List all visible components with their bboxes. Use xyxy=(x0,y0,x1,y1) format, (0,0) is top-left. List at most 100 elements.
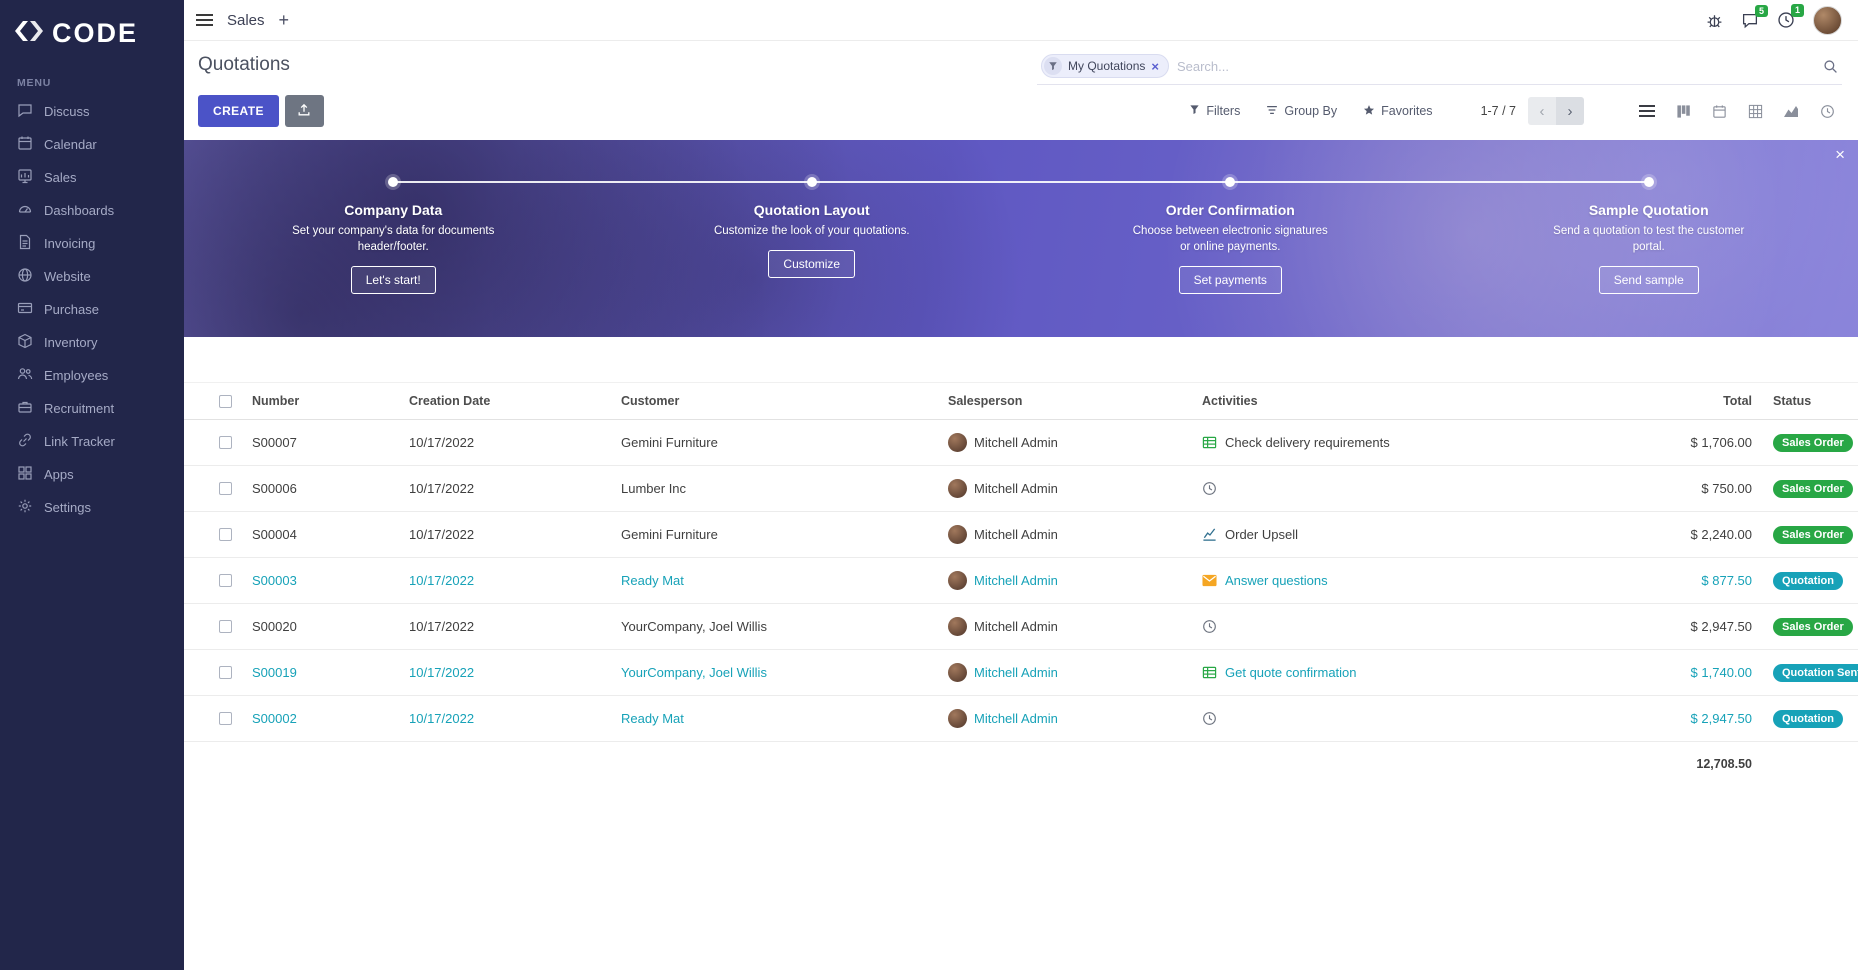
activities-clock-icon[interactable]: 1 xyxy=(1777,11,1795,29)
status-badge: Quotation Sent xyxy=(1773,664,1858,682)
table-row[interactable]: S00020 10/17/2022 YourCompany, Joel Will… xyxy=(184,604,1858,650)
sidebar-item-label: Link Tracker xyxy=(44,434,115,449)
search-facet-my-quotations[interactable]: My Quotations × xyxy=(1041,54,1169,78)
hamburger-menu-icon[interactable] xyxy=(196,13,213,27)
pager-next-button[interactable]: › xyxy=(1556,97,1584,125)
cell-total: $ 2,947.50 xyxy=(1582,619,1752,634)
cell-number[interactable]: S00020 xyxy=(252,619,409,634)
cell-number[interactable]: S00007 xyxy=(252,435,409,450)
salesperson-avatar xyxy=(948,433,967,452)
group-by-button[interactable]: Group By xyxy=(1266,104,1337,119)
row-checkbox[interactable] xyxy=(219,666,232,679)
sidebar-item-invoicing[interactable]: Invoicing xyxy=(0,227,184,260)
brand-logo[interactable]: CODE xyxy=(0,0,184,63)
cell-number[interactable]: S00006 xyxy=(252,481,409,496)
header-total[interactable]: Total xyxy=(1582,394,1752,408)
envelope-icon xyxy=(1202,574,1217,587)
cell-creation-date: 10/17/2022 xyxy=(409,481,621,496)
cell-number[interactable]: S00003 xyxy=(252,573,409,588)
new-tab-button[interactable]: + xyxy=(279,10,290,31)
send-sample-button[interactable]: Send sample xyxy=(1599,266,1699,294)
cell-salesperson: Mitchell Admin xyxy=(948,433,1202,452)
sidebar-item-settings[interactable]: Settings xyxy=(0,491,184,524)
chat-icon xyxy=(17,102,33,121)
pager-previous-button[interactable]: ‹ xyxy=(1528,97,1556,125)
messages-icon[interactable]: 5 xyxy=(1741,12,1759,29)
row-checkbox[interactable] xyxy=(219,436,232,449)
funnel-icon xyxy=(1044,57,1062,75)
header-salesperson[interactable]: Salesperson xyxy=(948,394,1202,408)
cell-number[interactable]: S00002 xyxy=(252,711,409,726)
menu-section-label: MENU xyxy=(0,63,184,95)
sidebar-item-link-tracker[interactable]: Link Tracker xyxy=(0,425,184,458)
step-description: Send a quotation to test the customer po… xyxy=(1546,223,1751,255)
filters-button[interactable]: Filters xyxy=(1189,104,1240,118)
cell-number[interactable]: S00004 xyxy=(252,527,409,542)
table-row[interactable]: S00004 10/17/2022 Gemini Furniture Mitch… xyxy=(184,512,1858,558)
favorites-button[interactable]: Favorites xyxy=(1363,104,1432,119)
list-view-icon[interactable] xyxy=(1632,98,1662,124)
sidebar-item-apps[interactable]: Apps xyxy=(0,458,184,491)
cell-activity[interactable] xyxy=(1202,481,1582,496)
filters-label: Filters xyxy=(1206,104,1240,118)
row-checkbox[interactable] xyxy=(219,574,232,587)
table-row[interactable]: S00002 10/17/2022 Ready Mat Mitchell Adm… xyxy=(184,696,1858,742)
sidebar-item-inventory[interactable]: Inventory xyxy=(0,326,184,359)
set-payments-button[interactable]: Set payments xyxy=(1179,266,1282,294)
sidebar-item-sales[interactable]: Sales xyxy=(0,161,184,194)
step-dot xyxy=(1644,177,1654,187)
sidebar-item-website[interactable]: Website xyxy=(0,260,184,293)
lets-start-button[interactable]: Let's start! xyxy=(351,266,436,294)
sidebar-item-dashboards[interactable]: Dashboards xyxy=(0,194,184,227)
current-app-name[interactable]: Sales xyxy=(227,12,265,29)
row-checkbox[interactable] xyxy=(219,528,232,541)
graph-view-icon[interactable] xyxy=(1776,98,1806,124)
table-row[interactable]: S00019 10/17/2022 YourCompany, Joel Will… xyxy=(184,650,1858,696)
header-customer[interactable]: Customer xyxy=(621,394,948,408)
header-status[interactable]: Status xyxy=(1773,394,1858,408)
sidebar-item-discuss[interactable]: Discuss xyxy=(0,95,184,128)
cell-activity[interactable]: Answer questions xyxy=(1202,573,1582,588)
cell-activity[interactable]: Get quote confirmation xyxy=(1202,665,1582,680)
group-by-icon xyxy=(1266,104,1278,119)
messages-count-badge: 5 xyxy=(1755,5,1768,18)
header-activities[interactable]: Activities xyxy=(1202,394,1582,408)
cell-activity[interactable] xyxy=(1202,711,1582,726)
search-bar[interactable]: My Quotations × xyxy=(1037,52,1842,85)
top-navbar: Sales + 5 1 xyxy=(184,0,1858,41)
sidebar-item-calendar[interactable]: Calendar xyxy=(0,128,184,161)
debug-bug-icon[interactable] xyxy=(1706,12,1723,29)
row-checkbox[interactable] xyxy=(219,620,232,633)
user-avatar[interactable] xyxy=(1813,6,1842,35)
briefcase-icon xyxy=(17,399,33,418)
cell-activity[interactable]: Order Upsell xyxy=(1202,527,1582,542)
table-row[interactable]: S00003 10/17/2022 Ready Mat Mitchell Adm… xyxy=(184,558,1858,604)
sidebar-item-employees[interactable]: Employees xyxy=(0,359,184,392)
search-icon[interactable] xyxy=(1823,59,1838,74)
create-button[interactable]: CREATE xyxy=(198,95,279,127)
select-all-checkbox[interactable] xyxy=(219,395,232,408)
step-title: Order Confirmation xyxy=(1166,202,1295,218)
banner-close-icon[interactable]: × xyxy=(1835,145,1845,165)
header-creation-date[interactable]: Creation Date xyxy=(409,394,621,408)
sidebar-item-recruitment[interactable]: Recruitment xyxy=(0,392,184,425)
export-button[interactable] xyxy=(285,95,324,127)
activity-view-icon[interactable] xyxy=(1812,98,1842,124)
table-row[interactable]: S00007 10/17/2022 Gemini Furniture Mitch… xyxy=(184,420,1858,466)
cell-activity[interactable] xyxy=(1202,619,1582,634)
cell-number[interactable]: S00019 xyxy=(252,665,409,680)
pivot-view-icon[interactable] xyxy=(1740,98,1770,124)
facet-remove-icon[interactable]: × xyxy=(1151,59,1159,74)
status-badge: Sales Order xyxy=(1773,434,1853,452)
sidebar-item-purchase[interactable]: Purchase xyxy=(0,293,184,326)
sidebar: CODE MENU Discuss Calendar Sales Dashboa… xyxy=(0,0,184,970)
customize-button[interactable]: Customize xyxy=(768,250,855,278)
search-input[interactable] xyxy=(1177,59,1815,74)
header-number[interactable]: Number xyxy=(252,394,409,408)
row-checkbox[interactable] xyxy=(219,482,232,495)
calendar-view-icon[interactable] xyxy=(1704,98,1734,124)
row-checkbox[interactable] xyxy=(219,712,232,725)
cell-activity[interactable]: Check delivery requirements xyxy=(1202,435,1582,450)
kanban-view-icon[interactable] xyxy=(1668,98,1698,124)
table-row[interactable]: S00006 10/17/2022 Lumber Inc Mitchell Ad… xyxy=(184,466,1858,512)
